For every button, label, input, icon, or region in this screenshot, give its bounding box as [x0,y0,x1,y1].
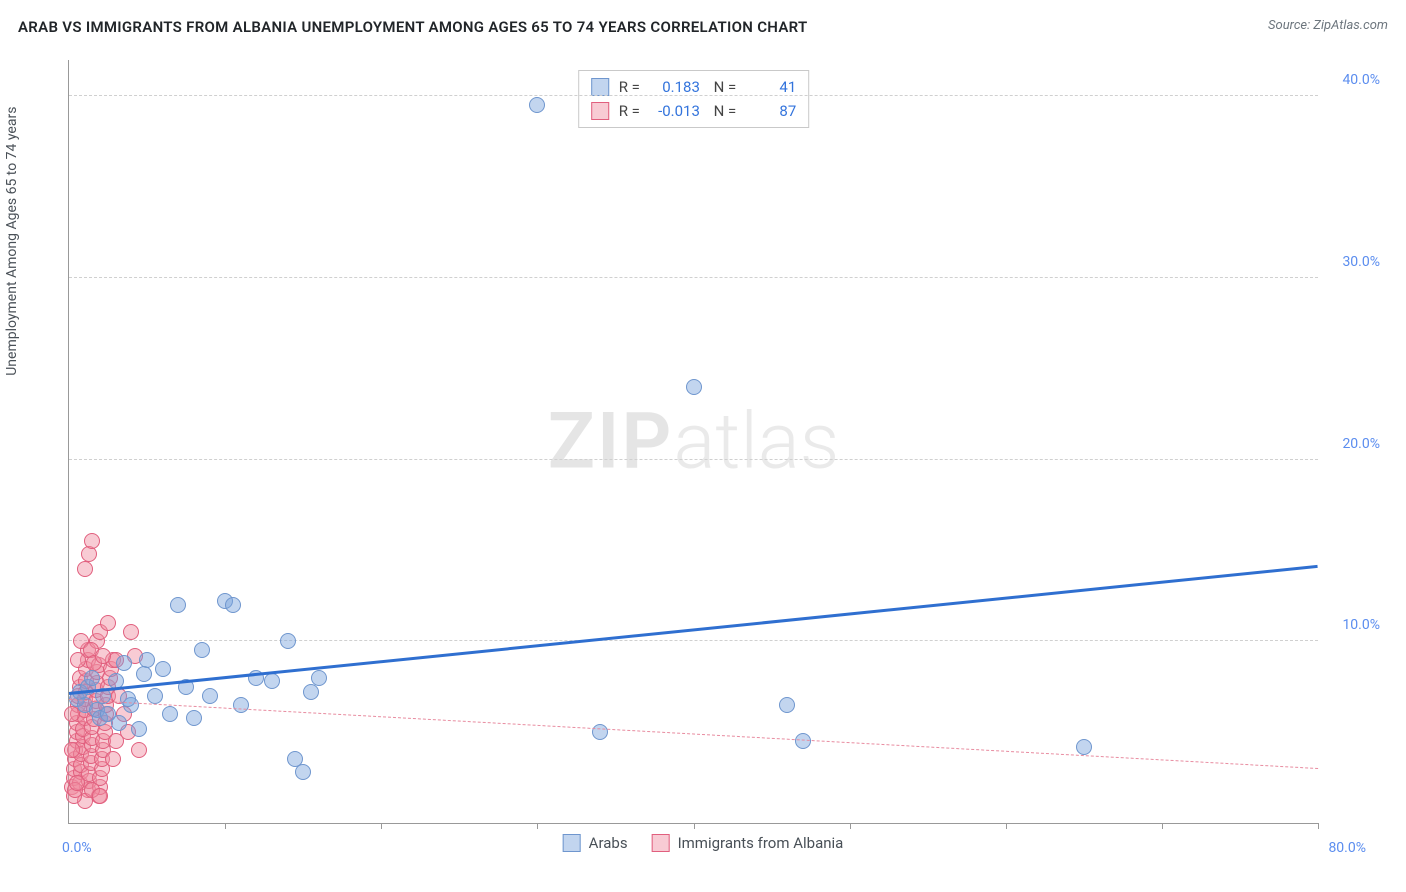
plot-area: ZIPatlas R = 0.183 N = 41 R = -0.013 N =… [68,60,1318,824]
source-attribution: Source: ZipAtlas.com [1268,18,1388,33]
watermark-part2: atlas [673,396,839,487]
data-point [136,666,152,682]
legend-item-albania: Immigrants from Albania [652,834,844,852]
data-point [95,648,111,664]
bottom-legend: Arabs Immigrants from Albania [563,834,844,852]
x-axis-min-label: 0.0% [62,840,92,856]
data-point [795,733,811,749]
data-point [1076,739,1092,755]
data-point [686,379,702,395]
gridline [69,277,1318,278]
data-point [139,652,155,668]
legend-label-arabs: Arabs [589,834,628,852]
data-point [529,97,545,113]
legend-label-albania: Immigrants from Albania [678,834,844,852]
data-point [100,615,116,631]
x-tick [225,823,226,829]
y-axis-label: Unemployment Among Ages 65 to 74 years [4,107,20,376]
data-point [264,673,280,689]
data-point [147,688,163,704]
x-tick [1318,823,1319,829]
chart-header: ARAB VS IMMIGRANTS FROM ALBANIA UNEMPLOY… [18,18,1388,36]
data-point [84,533,100,549]
x-tick [694,823,695,829]
stats-row-albania: R = -0.013 N = 87 [591,99,797,123]
data-point [105,751,121,767]
data-point [194,642,210,658]
chart-title: ARAB VS IMMIGRANTS FROM ALBANIA UNEMPLOY… [18,18,808,36]
n-label: N = [710,99,736,123]
data-point [170,597,186,613]
data-point [303,684,319,700]
gridline [69,640,1318,641]
data-point [77,561,93,577]
data-point [108,733,124,749]
y-tick-label: 40.0% [1342,72,1380,88]
legend-item-arabs: Arabs [563,834,628,852]
gridline [69,459,1318,460]
data-point [295,764,311,780]
data-point [186,710,202,726]
chart-container: Unemployment Among Ages 65 to 74 years Z… [18,50,1388,874]
legend-swatch-arabs [563,834,581,852]
data-point [111,715,127,731]
stats-legend: R = 0.183 N = 41 R = -0.013 N = 87 [578,70,810,128]
data-point [120,691,136,707]
data-point [64,742,80,758]
x-tick [850,823,851,829]
data-point [155,661,171,677]
data-point [69,775,85,791]
x-tick [537,823,538,829]
r-value-albania: -0.013 [650,99,700,123]
swatch-albania [591,102,609,120]
data-point [233,697,249,713]
y-tick-label: 30.0% [1342,254,1380,270]
y-tick-label: 10.0% [1342,617,1380,633]
data-point [225,597,241,613]
watermark-part1: ZIP [548,396,674,487]
data-point [311,670,327,686]
data-point [202,688,218,704]
x-tick [381,823,382,829]
x-axis-max-label: 80.0% [1328,840,1366,856]
data-point [84,670,100,686]
data-point [131,721,147,737]
r-label: R = [619,99,640,123]
data-point [123,624,139,640]
x-tick [1162,823,1163,829]
data-point [592,724,608,740]
data-point [92,788,108,804]
data-point [280,633,296,649]
data-point [162,706,178,722]
gridline [69,95,1318,96]
legend-swatch-albania [652,834,670,852]
n-value-albania: 87 [746,99,796,123]
watermark: ZIPatlas [548,396,839,487]
data-point [116,655,132,671]
data-point [779,697,795,713]
swatch-arabs [591,78,609,96]
y-tick-label: 20.0% [1342,436,1380,452]
trend-line [69,565,1318,695]
data-point [131,742,147,758]
trend-line [69,699,1318,769]
x-tick [1006,823,1007,829]
